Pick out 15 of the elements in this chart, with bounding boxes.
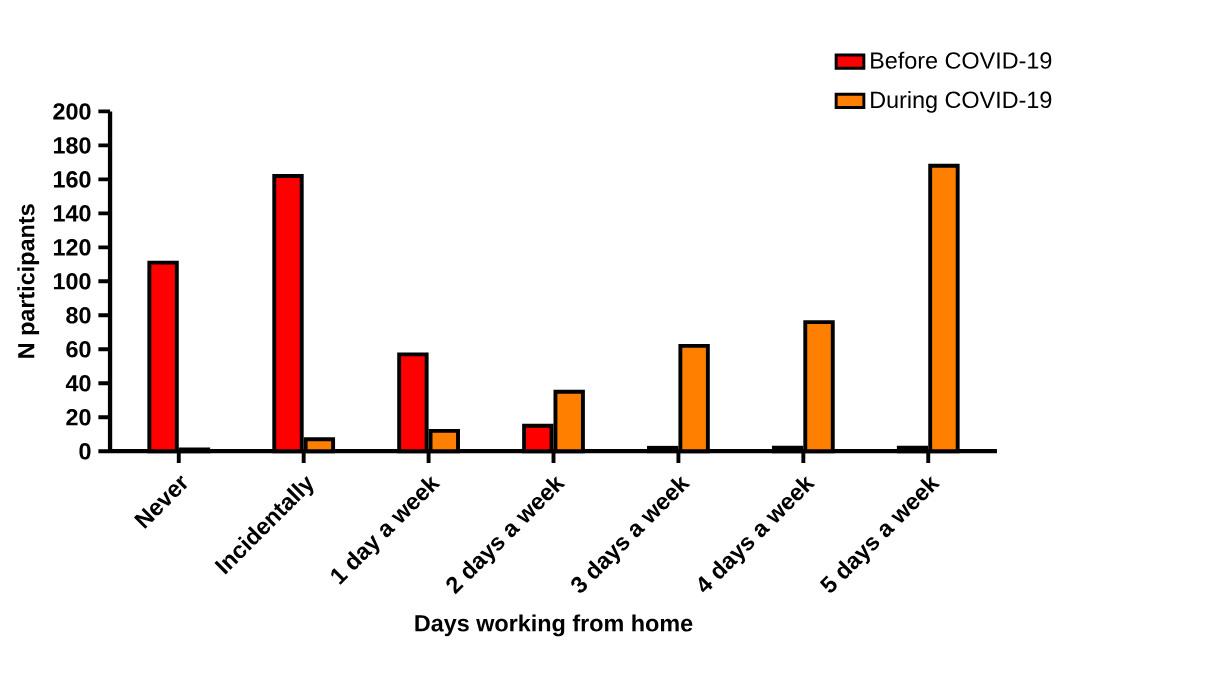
y-tick-label: 40 [65, 374, 91, 392]
y-tick-label: 60 [66, 341, 91, 358]
legend-label: Before COVID-19 [871, 51, 1052, 69]
y-axis-title: N participants [17, 204, 40, 358]
y-tick-label: 0 [79, 442, 91, 460]
x-axis-title: Days working from home [415, 614, 693, 637]
y-tick-label: 100 [53, 273, 91, 290]
legend-label: During COVID-19 [871, 90, 1052, 113]
y-tick-label: 140 [53, 205, 91, 222]
y-tick-label: 160 [53, 171, 91, 188]
y-tick-label: 180 [53, 137, 91, 154]
y-tick-label: 20 [66, 408, 91, 426]
y-tick-label: 80 [66, 307, 91, 324]
y-tick-label: 200 [53, 103, 91, 120]
y-tick-label: 120 [53, 239, 91, 256]
